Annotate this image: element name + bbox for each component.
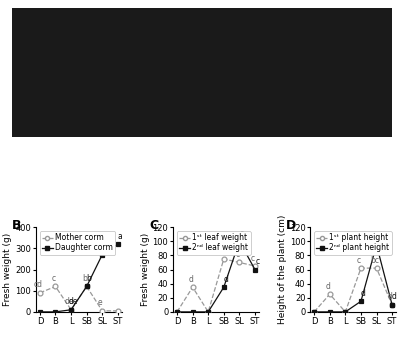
Text: de: de — [64, 297, 74, 306]
Text: a: a — [239, 229, 244, 238]
Text: B: B — [12, 219, 22, 232]
Text: d: d — [361, 289, 366, 298]
Text: c: c — [102, 242, 107, 251]
Text: b: b — [86, 274, 92, 283]
Text: cd: cd — [34, 280, 42, 290]
Text: de: de — [69, 297, 78, 306]
Text: 1st leaf maturation
21 DPS: 1st leaf maturation 21 DPS — [77, 12, 130, 23]
Text: c: c — [52, 274, 56, 283]
Text: bc: bc — [370, 256, 379, 265]
Text: c: c — [236, 250, 240, 259]
Y-axis label: Height of the plant (cm): Height of the plant (cm) — [278, 215, 287, 324]
Text: d: d — [326, 282, 330, 291]
Text: b: b — [82, 274, 87, 283]
Text: Bud sprouting: Bud sprouting — [23, 57, 62, 62]
Text: d: d — [224, 275, 228, 284]
Text: 2nd bud sprouting
60 DPS: 2nd bud sprouting 60 DPS — [141, 12, 192, 23]
Text: d: d — [388, 293, 393, 301]
Text: c: c — [357, 256, 361, 265]
Text: C: C — [149, 219, 158, 232]
Text: d: d — [392, 293, 397, 301]
Text: b: b — [220, 246, 224, 256]
Legend: Mother corm, Daughter corm: Mother corm, Daughter corm — [40, 231, 115, 255]
Text: d: d — [188, 275, 193, 284]
Text: e: e — [98, 298, 103, 307]
Text: Lodging
120 DPS: Lodging 120 DPS — [312, 12, 336, 23]
Text: a: a — [118, 232, 122, 241]
Y-axis label: Fresh weight (g): Fresh weight (g) — [141, 233, 150, 306]
Text: A: A — [2, 2, 12, 15]
Text: 2nd leaf maturation
85 DPS: 2nd leaf maturation 85 DPS — [217, 12, 272, 23]
Text: c: c — [255, 257, 259, 266]
Text: a: a — [376, 233, 381, 241]
Legend: 1ˢᵗ plant height, 2ⁿᵈ plant height: 1ˢᵗ plant height, 2ⁿᵈ plant height — [314, 231, 392, 255]
Text: Dormancy: Dormancy — [23, 12, 52, 17]
Y-axis label: Fresh weight (g): Fresh weight (g) — [4, 233, 12, 306]
Text: D: D — [286, 219, 296, 232]
Text: c: c — [251, 254, 255, 263]
Legend: 1ˢᵗ leaf weight, 2ⁿᵈ leaf weight: 1ˢᵗ leaf weight, 2ⁿᵈ leaf weight — [177, 231, 250, 255]
